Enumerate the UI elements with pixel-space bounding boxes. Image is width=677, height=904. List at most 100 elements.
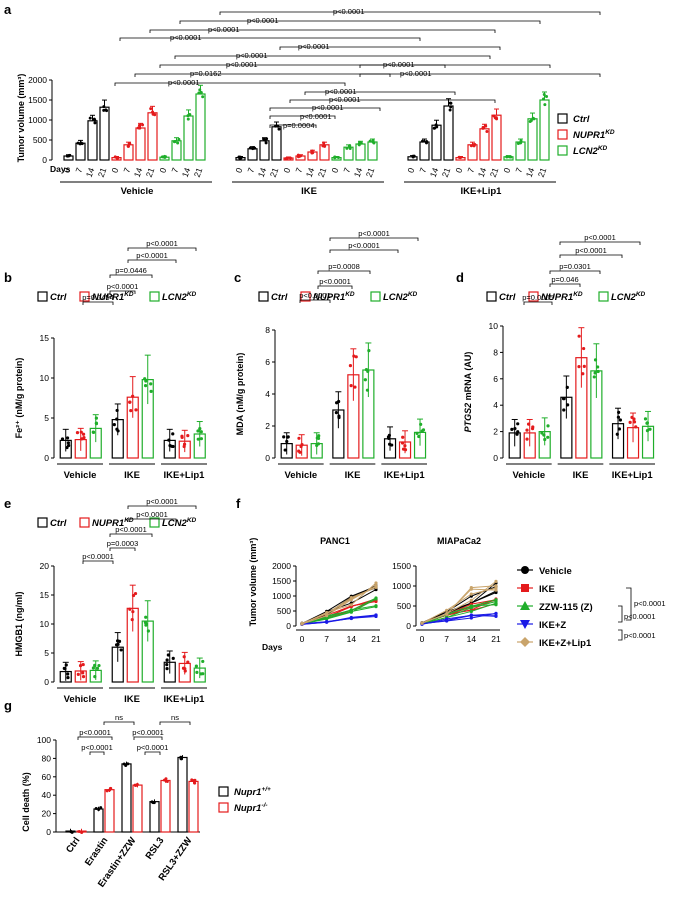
bar — [515, 141, 526, 161]
x-tick-label: 0 — [420, 634, 425, 644]
data-point — [128, 142, 132, 146]
day-tick-label: 7 — [169, 166, 180, 174]
data-point — [251, 147, 255, 151]
pvalue-bracket — [82, 560, 114, 564]
legend-nupr1-swatch — [557, 129, 568, 140]
data-point — [78, 142, 82, 146]
legend-marker — [521, 566, 529, 574]
pvalue-bracket — [109, 533, 153, 537]
data-point — [153, 113, 157, 117]
data-point — [507, 155, 511, 159]
pvalue-label: p<0.0001 — [79, 728, 111, 737]
series-line — [301, 585, 377, 625]
data-point — [434, 123, 438, 127]
data-point — [171, 432, 175, 436]
pvalue-label: p<0.0001 — [584, 233, 616, 242]
data-point — [124, 764, 128, 768]
group-label: Vehicle — [64, 470, 97, 481]
data-point — [365, 388, 370, 392]
pvalue-bracket — [626, 587, 632, 621]
data-point — [390, 443, 394, 447]
data-point — [296, 153, 300, 157]
pvalue-label: p<0.0001 — [298, 42, 330, 51]
panel-g-ylabel: Cell death (%) — [21, 772, 31, 832]
panel-f-title-miapaca2: MIAPaCa2 — [437, 536, 481, 546]
pvalue-label: p=0.0301 — [559, 262, 591, 271]
y-tick-label: 15 — [40, 590, 50, 600]
bar — [467, 144, 478, 161]
day-tick-label: 7 — [245, 166, 256, 174]
series-line — [301, 586, 377, 625]
pvalue-label: p<0.0001 — [325, 87, 357, 96]
day-tick-label: 7 — [73, 166, 84, 174]
pvalue-bracket — [119, 37, 421, 41]
legend-swatch — [258, 291, 269, 302]
data-point — [112, 423, 116, 427]
data-point — [88, 116, 92, 120]
series-point — [469, 587, 473, 591]
pvalue-label: p<0.0001 — [358, 229, 390, 238]
bar — [104, 789, 115, 833]
data-point — [334, 411, 338, 415]
data-point — [94, 416, 98, 420]
data-point — [400, 441, 405, 445]
data-point — [348, 146, 352, 150]
y-tick-label: 5 — [44, 413, 49, 423]
group-label: IKE+Lip1 — [612, 470, 654, 481]
data-point — [64, 663, 68, 667]
legend-lcn2-swatch — [557, 145, 568, 156]
data-point — [596, 365, 600, 369]
pvalue-bracket — [127, 518, 177, 522]
pvalue-label: p<0.0001 — [168, 78, 200, 87]
pvalue-bracket — [618, 629, 623, 641]
data-point — [195, 670, 199, 674]
y-tick-label: 2000 — [272, 561, 291, 571]
data-point — [196, 429, 200, 433]
data-point — [60, 437, 65, 441]
pvalue-bracket — [109, 290, 136, 294]
y-tick-label: 2 — [265, 421, 270, 431]
data-point — [176, 141, 180, 145]
data-point — [353, 385, 357, 389]
bar — [93, 808, 104, 833]
data-point — [133, 591, 138, 596]
data-point — [69, 830, 73, 834]
data-point — [65, 436, 70, 440]
y-tick-label: 6 — [493, 374, 498, 384]
series-point — [445, 608, 449, 612]
bar — [479, 128, 490, 161]
x-tick-label: 14 — [347, 634, 357, 644]
bar — [87, 120, 98, 161]
y-tick-label: 5 — [44, 648, 49, 658]
data-point — [345, 146, 349, 150]
data-point — [162, 155, 166, 159]
data-point — [265, 137, 269, 141]
bar — [75, 142, 86, 161]
x-tick-label: 0 — [300, 634, 305, 644]
data-point — [645, 428, 650, 433]
data-point — [525, 437, 529, 441]
bar — [121, 763, 132, 833]
data-point — [113, 155, 117, 159]
pvalue-label: p=0.0005 — [522, 293, 554, 302]
pvalue-bracket — [317, 285, 353, 289]
data-point — [198, 88, 202, 92]
pvalue-bracket — [523, 301, 553, 305]
data-point — [164, 777, 168, 781]
data-point — [643, 417, 648, 421]
data-point — [81, 671, 85, 675]
data-point — [561, 397, 566, 401]
data-point — [288, 156, 292, 160]
data-point — [97, 663, 101, 668]
pvalue-label: ns — [115, 713, 123, 722]
panel-label-f: f — [236, 496, 241, 511]
group-label: Vehicle — [284, 470, 317, 481]
data-point — [165, 667, 169, 671]
pvalue-label: p<0.0001 — [132, 728, 164, 737]
series-point — [494, 584, 498, 588]
data-point — [581, 372, 585, 376]
data-point — [181, 666, 186, 670]
y-axis-label: HMGB1 (ng/ml) — [14, 592, 24, 657]
